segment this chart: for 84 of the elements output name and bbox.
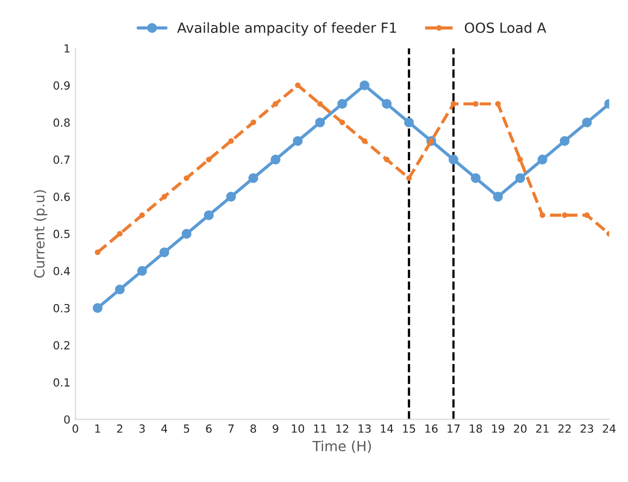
y-tick-label: 0.3 xyxy=(54,304,70,312)
x-tick-label: 20 xyxy=(514,424,527,433)
x-tick-label: 14 xyxy=(380,424,394,433)
y-tick-label: 1 xyxy=(64,44,70,52)
point xyxy=(339,120,346,126)
y-tick-label: 0.6 xyxy=(54,192,70,202)
point xyxy=(117,230,123,237)
y-tick-label: 0.5 xyxy=(54,230,70,238)
x-tick-label: 1 xyxy=(95,424,100,433)
x-tick-label: 12 xyxy=(336,424,348,433)
point xyxy=(270,154,280,164)
point xyxy=(228,138,234,144)
x-tick-label: 4 xyxy=(161,424,168,433)
legend-label: Available ampacity of feeder F1 xyxy=(177,22,396,36)
point xyxy=(384,156,390,162)
point xyxy=(272,101,278,107)
point xyxy=(182,228,192,239)
x-tick-label: 18 xyxy=(470,424,482,433)
x-tick-label: 7 xyxy=(228,424,234,433)
x-tick-label: 10 xyxy=(292,424,304,433)
point xyxy=(382,99,392,109)
y-tick-label: 0.8 xyxy=(54,118,70,127)
x-tick-label: 13 xyxy=(358,424,371,433)
y-tick-label: 0.1 xyxy=(54,378,70,387)
point xyxy=(584,212,590,218)
point xyxy=(540,212,546,218)
point xyxy=(560,136,570,146)
y-tick-label: 0.4 xyxy=(54,266,70,276)
x-tick-label: 16 xyxy=(425,424,438,433)
x-tick-label: 11 xyxy=(314,424,326,433)
point xyxy=(493,192,503,202)
point xyxy=(317,101,323,107)
x-tick-label: 0 xyxy=(72,424,78,433)
point xyxy=(226,192,236,202)
y-tick-label: 0.9 xyxy=(54,81,70,90)
point xyxy=(582,118,592,128)
x-tick-label: 22 xyxy=(558,424,571,433)
x-tick-label: 6 xyxy=(206,424,212,433)
y-axis-title: Current (p.u) xyxy=(34,190,48,278)
point xyxy=(495,101,501,107)
point xyxy=(315,118,325,128)
x-tick-label: 2 xyxy=(117,424,122,433)
x-tick-label: 24 xyxy=(602,424,616,433)
x-tick-label: 23 xyxy=(580,424,594,433)
point xyxy=(162,194,168,200)
point xyxy=(562,212,568,218)
point xyxy=(337,99,348,109)
point xyxy=(538,154,548,164)
point xyxy=(406,175,412,181)
y-tick-label: 0.7 xyxy=(54,156,70,164)
point xyxy=(515,173,526,183)
point xyxy=(362,138,368,144)
point xyxy=(517,156,523,162)
point xyxy=(295,82,301,88)
x-tick-label: 8 xyxy=(250,424,256,433)
point xyxy=(404,118,414,128)
point xyxy=(94,250,100,256)
x-tick-label: 9 xyxy=(272,424,278,433)
point xyxy=(206,156,212,162)
point xyxy=(159,247,170,258)
x-tick-label: 15 xyxy=(403,424,416,433)
point xyxy=(184,175,190,181)
point xyxy=(470,173,481,183)
point xyxy=(360,80,370,90)
point xyxy=(248,173,258,183)
point xyxy=(137,266,147,276)
legend-label: OOS Load A xyxy=(464,22,546,34)
point xyxy=(450,101,456,107)
point xyxy=(292,136,303,146)
point xyxy=(250,120,256,126)
x-tick-label: 3 xyxy=(139,424,145,433)
x-axis-title: Time (H) xyxy=(312,440,371,453)
point xyxy=(204,210,214,220)
point xyxy=(448,154,458,164)
x-tick-label: 21 xyxy=(536,424,548,433)
y-tick-label: 0 xyxy=(64,415,70,424)
x-tick-label: 19 xyxy=(492,424,504,433)
y-tick-label: 0.2 xyxy=(54,341,70,350)
point xyxy=(139,212,145,218)
point xyxy=(472,101,478,107)
point xyxy=(92,303,102,313)
point xyxy=(114,284,125,294)
x-tick-label: 17 xyxy=(448,424,460,433)
x-tick-label: 5 xyxy=(184,424,190,433)
